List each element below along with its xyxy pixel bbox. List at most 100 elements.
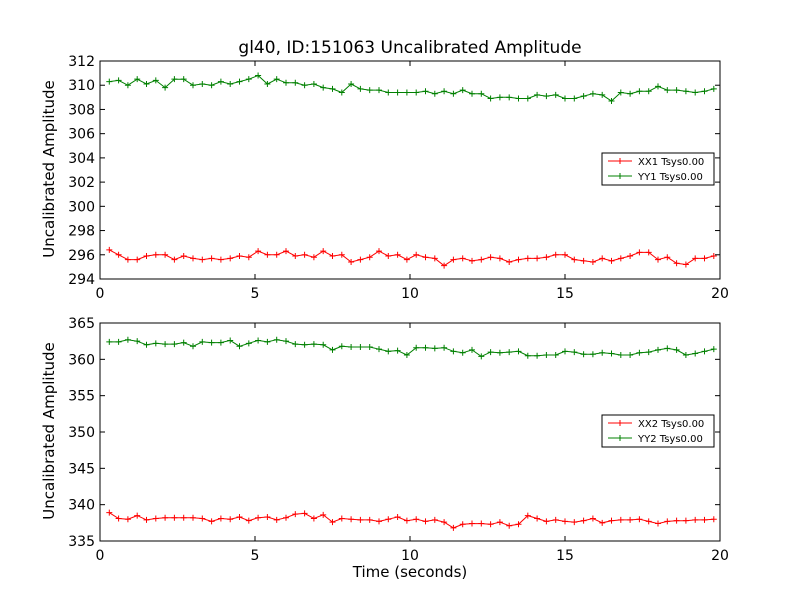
plot1-data-point bbox=[617, 516, 624, 523]
plot0-data-point bbox=[534, 91, 541, 98]
plot0-data-point bbox=[180, 76, 187, 83]
plot0-data-point bbox=[450, 256, 457, 263]
plot0-data-point bbox=[459, 255, 466, 262]
plot0-data-point bbox=[124, 82, 131, 89]
plot1-data-point bbox=[496, 349, 503, 356]
plot0-y-tick-label: 304 bbox=[68, 151, 95, 167]
top-plot: 0 5 10 15 20 294 296 298 300 302 304 306 308 310 312 XX… bbox=[68, 54, 729, 302]
plot0-data-point bbox=[692, 255, 699, 262]
plot1-data-point bbox=[608, 517, 615, 524]
plot1-data-point bbox=[682, 351, 689, 358]
plot1-data-point bbox=[496, 519, 503, 526]
plot1-y-tick-label: 345 bbox=[68, 461, 95, 477]
plot1-data-point bbox=[292, 511, 299, 518]
plot0-x-tick-label: 5 bbox=[251, 286, 260, 302]
plot0-data-point bbox=[543, 93, 550, 100]
plot0-data-point bbox=[496, 255, 503, 262]
plot1-data-point bbox=[543, 351, 550, 358]
plot1-data-point bbox=[264, 514, 271, 521]
plot1-data-point bbox=[162, 514, 169, 521]
plot1-data-point bbox=[645, 518, 652, 525]
plot0-data-point bbox=[608, 97, 615, 104]
plot0-data-point bbox=[403, 89, 410, 96]
plot0-data-point bbox=[599, 91, 606, 98]
plot0-data-point bbox=[450, 90, 457, 97]
plot1-data-point bbox=[134, 512, 141, 519]
plot1-data-point bbox=[171, 341, 178, 348]
plot1-data-point bbox=[394, 514, 401, 521]
plot0-y-tick-label: 298 bbox=[68, 224, 95, 240]
plot0-data-point bbox=[627, 90, 634, 97]
plot1-data-point bbox=[357, 516, 364, 523]
plot1-data-point bbox=[190, 514, 196, 521]
plot0-data-point bbox=[562, 251, 568, 258]
plot0-data-point bbox=[292, 252, 299, 259]
plot1-x-tick-label: 15 bbox=[556, 548, 574, 564]
plot1-data-point bbox=[301, 510, 308, 517]
plot1-data-point bbox=[422, 518, 429, 525]
plot1-data-point bbox=[450, 348, 457, 355]
plot1-data-point bbox=[310, 341, 317, 348]
plot1-data-point bbox=[338, 343, 345, 350]
plot0-data-point bbox=[580, 93, 587, 100]
plot1-data-point bbox=[571, 349, 578, 356]
plot0-data-point bbox=[487, 254, 494, 261]
plot1-data-point bbox=[171, 514, 178, 521]
plot1-data-point bbox=[403, 517, 410, 524]
plot0-x-tick-label: 15 bbox=[556, 286, 574, 302]
plot0-y-tick-label: 308 bbox=[68, 102, 95, 118]
plot0-data-point bbox=[329, 252, 336, 259]
plot1-data-point bbox=[534, 352, 541, 359]
plot0-data-point bbox=[320, 248, 327, 255]
plot1-data-point bbox=[124, 336, 131, 343]
plot0-data-point bbox=[245, 254, 252, 261]
plot0-data-point bbox=[143, 252, 150, 259]
plot0-data-point bbox=[543, 254, 550, 261]
plot1-data-point bbox=[617, 351, 624, 358]
plot0-data-point bbox=[199, 81, 206, 88]
plot1-data-point bbox=[264, 338, 271, 345]
plot1-data-point bbox=[515, 348, 522, 355]
plot1-data-point bbox=[403, 351, 410, 358]
plot1-data-point bbox=[469, 520, 475, 527]
plot1-data-point bbox=[478, 520, 485, 527]
plot1-data-point bbox=[543, 518, 550, 525]
plot0-data-point bbox=[366, 87, 373, 94]
plot0-data-point bbox=[236, 252, 243, 259]
plot1-data-point bbox=[376, 346, 382, 353]
plot1-data-point bbox=[506, 349, 513, 356]
plot1-data-point bbox=[283, 514, 289, 521]
plot0-data-point bbox=[552, 91, 559, 98]
chart-title: gl40, ID:151063 Uncalibrated Amplitude bbox=[238, 38, 581, 58]
plot1-data-point bbox=[273, 336, 280, 343]
plot1-data-point bbox=[180, 339, 187, 346]
plot0-data-point bbox=[190, 255, 196, 262]
plot0-data-point bbox=[338, 89, 345, 96]
plot0-x-tick-label: 10 bbox=[401, 286, 419, 302]
plot0-data-point bbox=[524, 255, 531, 262]
plot0-legend: XX1 Tsys0.00 YY1 Tsys0.00 bbox=[601, 152, 715, 186]
plot0-axes-frame bbox=[99, 60, 721, 280]
plot1-data-point bbox=[552, 351, 559, 358]
plot1-data-point bbox=[394, 347, 401, 354]
plot1-data-point bbox=[199, 338, 206, 345]
plot0-legend-marker bbox=[617, 158, 623, 164]
plot0-data-point bbox=[227, 255, 234, 262]
plot0-data-point bbox=[152, 77, 159, 84]
plot1-data-point bbox=[478, 353, 485, 360]
plot0-data-point bbox=[338, 251, 345, 258]
plot1-data-point bbox=[636, 516, 643, 523]
plot0-y-tick-label: 294 bbox=[68, 272, 95, 288]
plot0-data-point bbox=[701, 88, 708, 95]
plot1-data-point bbox=[664, 518, 671, 525]
plot0-x-tick-label: 0 bbox=[96, 286, 105, 302]
plot1-data-point bbox=[589, 351, 596, 358]
plot1-data-point bbox=[664, 345, 671, 352]
plot0-y-tick-label: 296 bbox=[68, 248, 95, 264]
plot0-data-point bbox=[617, 89, 624, 96]
plot1-data-point bbox=[627, 351, 634, 358]
plot1-data-point bbox=[710, 516, 717, 523]
plot1-data-point bbox=[692, 350, 699, 357]
plot1-data-point bbox=[245, 517, 252, 524]
plot1-data-point bbox=[236, 343, 243, 350]
